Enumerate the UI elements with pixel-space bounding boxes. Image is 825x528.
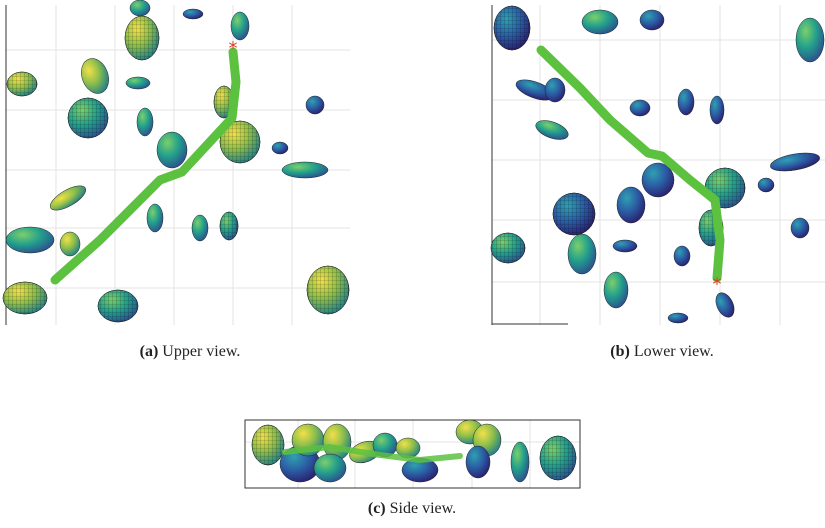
- caption-text: Side view.: [390, 500, 457, 517]
- svg-text:*: *: [713, 274, 722, 295]
- caption-label: (c): [368, 500, 386, 517]
- caption-label: (a): [140, 343, 159, 360]
- lower-view-plot: *: [491, 5, 825, 325]
- page: *: [0, 0, 825, 528]
- caption-label: (b): [610, 343, 630, 360]
- caption-a: (a) Upper view.: [140, 343, 241, 361]
- upper-view-plot: *: [3, 0, 350, 325]
- side-view-plot: [245, 420, 580, 488]
- caption-c: (c) Side view.: [368, 500, 456, 518]
- figure-panels: *: [0, 0, 825, 528]
- svg-text:*: *: [229, 38, 238, 59]
- caption-text: Lower view.: [634, 343, 714, 360]
- caption-b: (b) Lower view.: [610, 343, 713, 361]
- caption-text: Upper view.: [162, 343, 240, 360]
